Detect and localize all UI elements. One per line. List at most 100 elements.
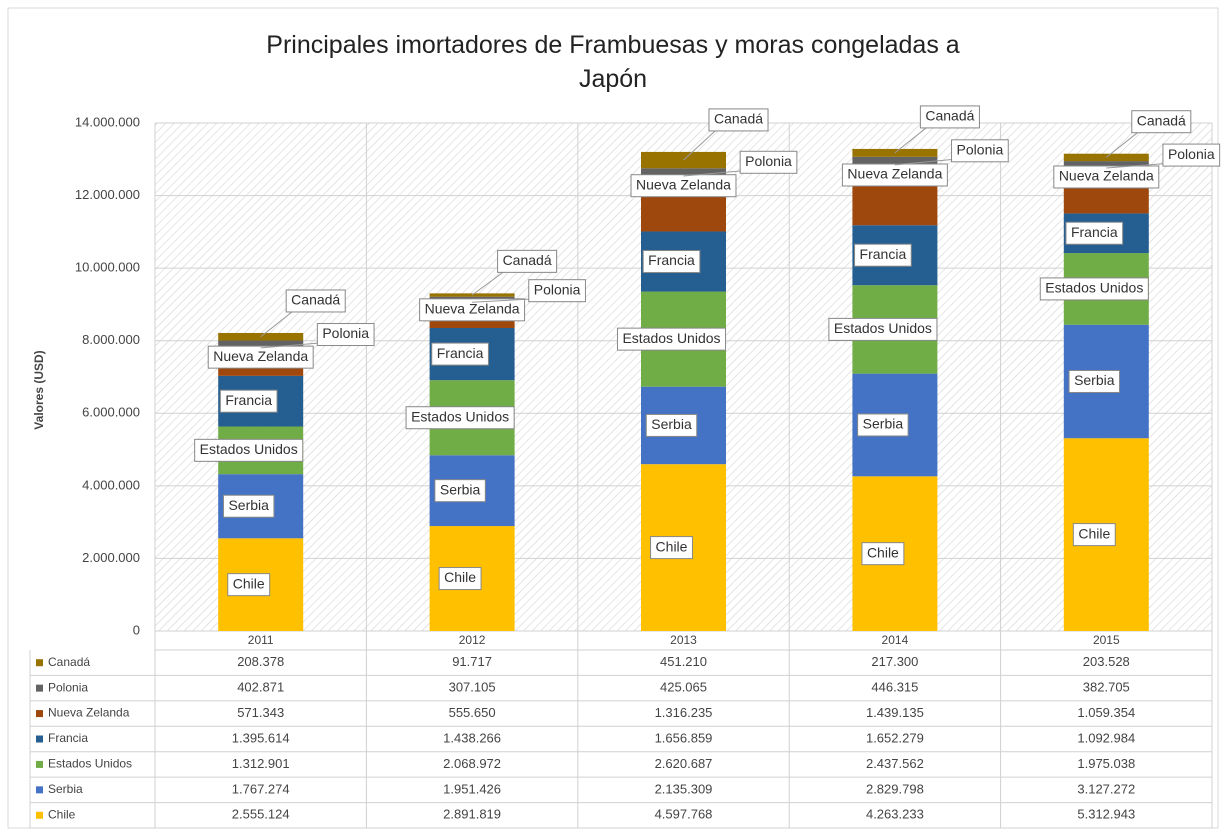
data-label-box (1039, 277, 1149, 301)
data-label-box (708, 108, 769, 132)
legend-label: Estados Unidos (48, 757, 132, 771)
legend-key (36, 760, 43, 768)
table-value: 1.438.266 (443, 730, 501, 745)
legend-key (36, 786, 43, 794)
table-header: 2012 (459, 633, 486, 647)
table-header: 2011 (248, 633, 274, 647)
data-label: Canadá (714, 111, 763, 127)
table-value: 1.316.235 (655, 705, 713, 720)
data-label: Nueva Zelanda (847, 166, 942, 182)
data-label-box (1065, 221, 1124, 245)
table-value: 208.378 (237, 654, 284, 669)
table-value: 425.065 (660, 680, 707, 695)
data-label: Serbia (1074, 372, 1115, 388)
data-label-box (857, 413, 909, 437)
leader-line (894, 124, 931, 154)
data-label: Polonia (745, 153, 792, 169)
legend-label: Serbia (48, 782, 83, 796)
data-label: Chile (656, 538, 688, 554)
data-label: Nueva Zelanda (636, 176, 731, 192)
data-label: Estados Unidos (200, 441, 298, 457)
table-value: 1.656.859 (655, 730, 713, 745)
data-label: Polonia (957, 142, 1004, 158)
table-value: 1.951.426 (443, 781, 501, 796)
table-value: 3.127.272 (1077, 781, 1135, 796)
data-label-box (739, 150, 798, 174)
leader-line (683, 127, 719, 161)
data-label-box (316, 323, 375, 347)
data-label: Polonia (1168, 146, 1215, 162)
data-label-box (642, 250, 701, 274)
data-label: Estados Unidos (411, 408, 509, 424)
data-label-box (1131, 110, 1192, 134)
data-label-box (1072, 523, 1116, 547)
data-label: Canadá (503, 252, 552, 268)
table-value: 555.650 (449, 705, 496, 720)
table-value: 2.829.798 (866, 781, 924, 796)
table-value: 446.315 (871, 680, 918, 695)
table-value: 1.439.135 (866, 705, 924, 720)
data-label: Estados Unidos (622, 330, 720, 346)
data-label: Polonia (322, 325, 369, 341)
leader-line (260, 308, 297, 338)
data-label: Francia (225, 392, 272, 408)
data-label-box (1053, 165, 1160, 189)
table-header: 2014 (882, 633, 909, 647)
table-value: 2.135.309 (655, 781, 713, 796)
chart-title: Principales imortadores de Frambuesas y … (266, 31, 960, 93)
data-label: Chile (233, 575, 265, 591)
table-value: 1.092.984 (1077, 730, 1135, 745)
table-value: 382.705 (1083, 680, 1130, 695)
table-value: 307.105 (449, 680, 496, 695)
data-label-box (222, 494, 275, 518)
data-label-box (207, 345, 314, 369)
data-label-box (630, 174, 737, 198)
legend-label: Canadá (48, 655, 90, 669)
data-label-box (434, 479, 486, 503)
table-value: 2.620.687 (655, 756, 713, 771)
data-label: Francia (1071, 224, 1118, 240)
data-label-box (528, 279, 586, 303)
data-label-box (497, 249, 558, 273)
table-value: 571.343 (237, 705, 284, 720)
data-label: Nueva Zelanda (213, 348, 308, 364)
table-header: 2013 (670, 633, 697, 647)
table-value: 2.068.972 (443, 756, 501, 771)
table-value: 2.437.562 (866, 756, 924, 771)
table-value: 91.717 (452, 654, 492, 669)
data-label-box (650, 536, 693, 560)
legend-key (36, 710, 43, 718)
leader-line (472, 298, 538, 303)
data-label-box (1162, 143, 1221, 167)
table-value: 2.891.819 (443, 807, 501, 822)
data-label: Canadá (925, 108, 974, 124)
data-label-box (438, 567, 482, 591)
data-label: Canadá (291, 292, 340, 308)
bar-segment (429, 293, 515, 297)
data-label-box (431, 342, 489, 366)
data-label-box (645, 413, 698, 437)
y-tick-label: 10.000.000 (75, 260, 140, 275)
data-label-box (854, 243, 912, 267)
table-value: 1.312.901 (232, 756, 290, 771)
data-label-box (951, 139, 1009, 163)
table-value: 451.210 (660, 654, 707, 669)
data-label: Chile (867, 544, 899, 560)
y-tick-label: 12.000.000 (75, 187, 140, 202)
data-label-box (841, 163, 948, 187)
y-tick-label: 4.000.000 (82, 477, 140, 492)
data-label: Serbia (651, 416, 692, 432)
legend-key (36, 811, 43, 819)
table-value: 1.059.354 (1077, 705, 1135, 720)
y-tick-label: 2.000.000 (82, 550, 140, 565)
table-value: 4.597.768 (655, 807, 713, 822)
leader-line (260, 342, 326, 349)
data-label: Serbia (863, 416, 904, 432)
leader-line (1105, 129, 1142, 158)
data-label-box (285, 289, 346, 313)
data-label-box (1068, 369, 1121, 393)
leader-line (894, 158, 960, 166)
data-label-box (419, 298, 526, 322)
